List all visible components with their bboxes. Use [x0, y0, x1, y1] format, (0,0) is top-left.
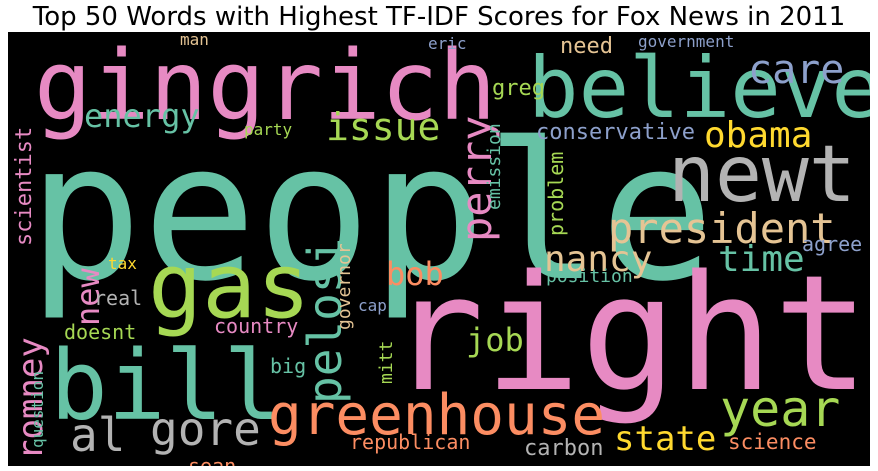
word-care: care — [748, 47, 845, 93]
word-job: job — [466, 321, 524, 359]
word-issue: issue — [326, 105, 441, 149]
word-year: year — [720, 380, 841, 438]
word-eric: eric — [428, 34, 467, 53]
word-cap: cap — [358, 296, 387, 315]
word-question: question — [28, 370, 47, 448]
word-science: science — [728, 430, 817, 454]
word-mitt: mitt — [376, 340, 397, 384]
word-carbon: carbon — [524, 436, 604, 461]
word-tax: tax — [108, 254, 137, 273]
word-bill: bill — [50, 330, 282, 442]
word-big: big — [270, 354, 307, 378]
word-gore: gore — [150, 402, 261, 456]
word-man: man — [180, 32, 209, 49]
word-governor: governor — [334, 243, 355, 330]
word-conservative: conservative — [536, 120, 695, 145]
word-sean: sean — [188, 454, 237, 466]
word-scientist: scientist — [12, 126, 37, 246]
word-gas: gas — [148, 234, 311, 339]
word-bob: bob — [386, 255, 444, 293]
word-gingrich: gingrich — [34, 32, 497, 142]
word-greenhouse: greenhouse — [268, 383, 606, 448]
chart-title: Top 50 Words with Highest TF-IDF Scores … — [32, 2, 846, 32]
word-country: country — [214, 314, 299, 338]
word-nancy: nancy — [544, 239, 653, 280]
word-believe: believe — [528, 39, 870, 137]
word-al: al — [70, 408, 126, 462]
word-obama: obama — [704, 115, 813, 156]
word-agree: agree — [802, 232, 863, 256]
word-time: time — [718, 239, 805, 280]
word-republican: republican — [350, 430, 471, 454]
word-cloud: people right gingrich believe newt bill gas gre… — [8, 32, 870, 466]
word-newt: newt — [668, 130, 856, 220]
word-state: state — [614, 419, 717, 459]
word-party: party — [244, 120, 293, 139]
word-right: right — [388, 240, 870, 427]
word-need: need — [560, 34, 613, 59]
word-doesnt: doesnt — [64, 320, 137, 344]
word-problem: problem — [544, 151, 568, 236]
word-president: president — [608, 204, 836, 253]
word-greg: greg — [492, 76, 545, 101]
word-position: position — [546, 266, 633, 287]
word-government: government — [638, 32, 735, 51]
word-emission: emission — [484, 123, 505, 210]
word-energy: energy — [84, 97, 200, 135]
word-real: real — [94, 286, 143, 310]
word-people: people — [28, 102, 715, 323]
